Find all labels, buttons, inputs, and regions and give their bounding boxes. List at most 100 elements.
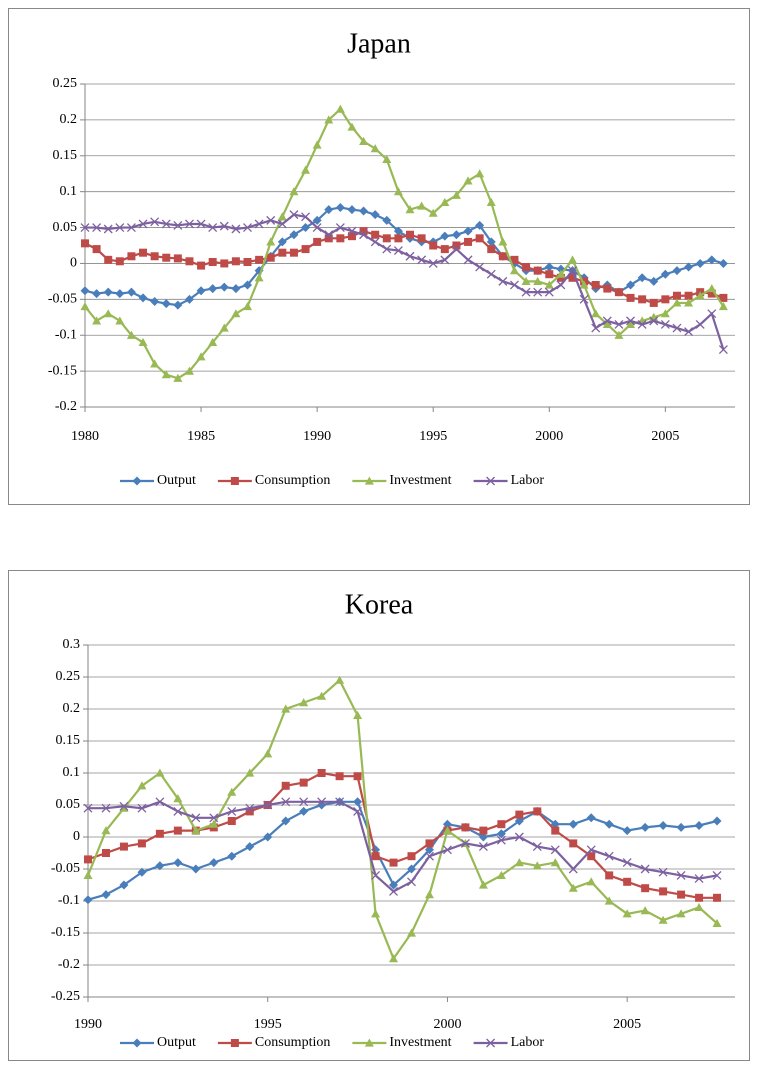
marker-diamond xyxy=(626,280,636,290)
marker-x xyxy=(544,287,554,297)
legend-item: Consumption xyxy=(217,1035,330,1050)
x-tick-label: 2000 xyxy=(535,429,563,444)
marker-diamond xyxy=(277,237,287,247)
marker-diamond xyxy=(150,296,160,306)
marker-x xyxy=(586,845,596,855)
marker-triangle xyxy=(442,826,452,835)
marker-x xyxy=(428,258,438,268)
marker-diamond xyxy=(161,299,171,309)
marker-x xyxy=(637,319,647,329)
marker-square xyxy=(510,255,519,264)
marker-x xyxy=(640,864,650,874)
marker-triangle xyxy=(550,858,560,867)
marker-diamond xyxy=(103,287,113,297)
marker-square xyxy=(137,839,146,848)
marker-triangle xyxy=(509,266,519,275)
marker-diamond xyxy=(209,858,219,868)
marker-square xyxy=(461,823,470,832)
marker-triangle xyxy=(498,237,508,246)
x-tick-label: 2005 xyxy=(613,1017,641,1032)
marker-square xyxy=(119,842,128,851)
marker-square xyxy=(684,291,693,300)
marker-x xyxy=(299,797,309,807)
marker-square xyxy=(440,245,449,254)
marker-x xyxy=(417,255,427,265)
marker-square xyxy=(522,263,531,272)
y-tick-label: 0 xyxy=(70,256,77,271)
x-tick-label: 1990 xyxy=(303,429,331,444)
marker-diamond xyxy=(407,864,416,874)
marker-x xyxy=(138,219,148,229)
series xyxy=(83,797,722,896)
marker-triangle xyxy=(138,337,148,346)
marker-x xyxy=(614,319,624,329)
series xyxy=(83,675,722,963)
marker-triangle xyxy=(533,276,543,285)
marker-diamond xyxy=(695,258,705,268)
marker-triangle xyxy=(626,319,636,329)
y-tick-label: 0.05 xyxy=(56,797,81,812)
marker-triangle xyxy=(92,316,102,325)
marker-triangle xyxy=(586,877,596,886)
marker-triangle xyxy=(579,280,589,289)
marker-triangle xyxy=(694,902,704,911)
marker-x xyxy=(510,280,519,290)
marker-triangle xyxy=(312,140,322,149)
marker-x xyxy=(312,223,322,233)
marker-diamond xyxy=(672,266,682,276)
series-line xyxy=(88,800,718,893)
marker-x xyxy=(556,280,566,290)
marker-x xyxy=(277,219,287,229)
legend-item: Labor xyxy=(473,1035,544,1050)
marker-square xyxy=(281,781,290,790)
marker-diamond xyxy=(208,284,218,294)
marker-square xyxy=(353,772,362,781)
marker-triangle xyxy=(424,890,434,899)
marker-x xyxy=(359,230,369,240)
marker-triangle xyxy=(521,276,531,285)
marker-x xyxy=(155,797,165,807)
marker-diamond xyxy=(478,832,488,842)
marker-x xyxy=(707,309,717,319)
legend-label: Investment xyxy=(389,473,451,488)
marker-diamond xyxy=(353,797,363,807)
marker-x xyxy=(317,797,327,807)
marker-diamond xyxy=(640,822,650,832)
series xyxy=(80,104,728,382)
marker-square xyxy=(227,817,236,825)
marker-triangle xyxy=(301,165,311,174)
marker-square xyxy=(623,877,632,886)
marker-triangle xyxy=(347,122,357,131)
y-tick-label: -0.2 xyxy=(55,399,77,414)
marker-triangle xyxy=(150,359,160,368)
marker-x xyxy=(370,237,380,247)
marker-diamond xyxy=(324,205,334,215)
marker-diamond xyxy=(219,282,229,292)
marker-diamond xyxy=(227,851,237,861)
marker-triangle xyxy=(324,115,334,124)
marker-square xyxy=(545,270,554,279)
y-tick-label: 0.1 xyxy=(63,765,81,780)
legend-item: Labor xyxy=(473,473,544,488)
marker-triangle xyxy=(208,337,218,346)
marker-square xyxy=(139,248,148,257)
marker-x xyxy=(407,877,416,887)
marker-square xyxy=(162,253,171,262)
y-tick-label: 0.2 xyxy=(63,701,81,716)
marker-square xyxy=(92,245,101,254)
x-tick-label: 1985 xyxy=(187,429,215,444)
marker-x xyxy=(649,316,659,326)
marker-square xyxy=(359,227,368,236)
marker-diamond xyxy=(184,294,194,304)
marker-x xyxy=(335,797,345,807)
marker-diamond xyxy=(718,258,728,268)
marker-x xyxy=(103,224,113,234)
marker-triangle xyxy=(676,909,686,918)
marker-square xyxy=(389,858,398,867)
marker-square xyxy=(406,230,414,239)
marker-diamond xyxy=(312,215,322,225)
marker-x xyxy=(126,223,136,233)
marker-x xyxy=(393,246,403,255)
marker-square xyxy=(614,288,623,297)
marker-diamond xyxy=(370,210,380,220)
